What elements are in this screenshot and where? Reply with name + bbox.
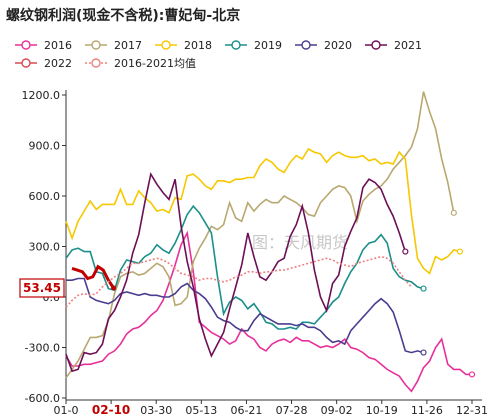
series-end-marker-2020 xyxy=(420,349,427,356)
y-tick-label: 1200.0 xyxy=(22,89,61,102)
legend-label: 2021 xyxy=(394,38,422,52)
x-tick-label: 01-0 xyxy=(54,404,79,417)
legend-swatch xyxy=(85,40,107,50)
legend-item-2020: 2020 xyxy=(294,36,352,54)
legend-swatch xyxy=(85,58,107,68)
legend-label: 2020 xyxy=(324,38,352,52)
x-tick-label: 06-21 xyxy=(230,404,262,417)
y-tick-label: 900.0 xyxy=(29,140,61,153)
watermark: 图：天风期货 xyxy=(252,233,348,252)
legend-label: 2022 xyxy=(44,56,72,70)
series-end-marker-2019 xyxy=(420,285,427,292)
legend-label: 2019 xyxy=(254,38,282,52)
legend-label: 2017 xyxy=(114,38,142,52)
x-tick-label: 11-26 xyxy=(411,404,443,417)
x-tick-label: 03-30 xyxy=(140,404,172,417)
series-line-2017 xyxy=(65,91,455,379)
legend-item-2016: 2016 xyxy=(14,36,72,54)
legend-swatch xyxy=(155,40,177,50)
chart-legend: 2016 2017 2018 2019 2020 2021 2022 2016-2021均值 xyxy=(14,36,494,72)
legend-label: 2016 xyxy=(44,38,72,52)
legend-swatch xyxy=(365,40,387,50)
legend-label: 2018 xyxy=(184,38,212,52)
legend-swatch xyxy=(295,40,317,50)
legend-swatch xyxy=(15,58,37,68)
series-line-2019 xyxy=(65,204,424,330)
y-tick-label: 300.0 xyxy=(29,241,61,254)
current-point-marker xyxy=(111,285,117,291)
x-tick-label: 07-28 xyxy=(276,404,308,417)
legend-item-20162021: 2016-2021均值 xyxy=(84,54,196,72)
series-line-2018 xyxy=(65,147,461,275)
chart-title: 螺纹钢利润(现金不含税):曹妃甸-北京 xyxy=(6,8,241,24)
x-tick-label: 09-02 xyxy=(321,404,353,417)
current-value-box xyxy=(19,278,65,298)
current-value-label: 53.45 xyxy=(23,281,61,295)
y-tick-label: -300.0 xyxy=(25,342,60,355)
legend-label: 2016-2021均值 xyxy=(114,57,196,70)
legend-swatch xyxy=(15,40,37,50)
legend-item-2019: 2019 xyxy=(224,36,282,54)
x-tick-label-current: 02-10 xyxy=(92,403,130,417)
series-end-marker-2021 xyxy=(402,248,409,255)
series-line-2021 xyxy=(65,171,407,373)
y-tick-label: 600.0 xyxy=(29,190,61,203)
series-end-marker-2016 xyxy=(468,371,476,378)
x-tick-label: 12-31 xyxy=(456,404,488,417)
series-line-2022 xyxy=(71,264,115,289)
y-tick-label: -600.0 xyxy=(25,392,60,405)
legend-item-2022: 2022 xyxy=(14,54,72,72)
legend-item-2018: 2018 xyxy=(154,36,212,54)
legend-swatch xyxy=(225,40,247,50)
x-tick-label: 05-13 xyxy=(185,404,217,417)
legend-item-2021: 2021 xyxy=(364,36,422,54)
x-tick-label: 10-19 xyxy=(366,404,398,417)
series-end-marker-2018 xyxy=(456,248,463,255)
series-line-2016 xyxy=(65,230,472,393)
legend-item-2017: 2017 xyxy=(84,36,142,54)
series-end-marker-2017 xyxy=(450,209,457,216)
series-line-2020 xyxy=(66,277,424,354)
